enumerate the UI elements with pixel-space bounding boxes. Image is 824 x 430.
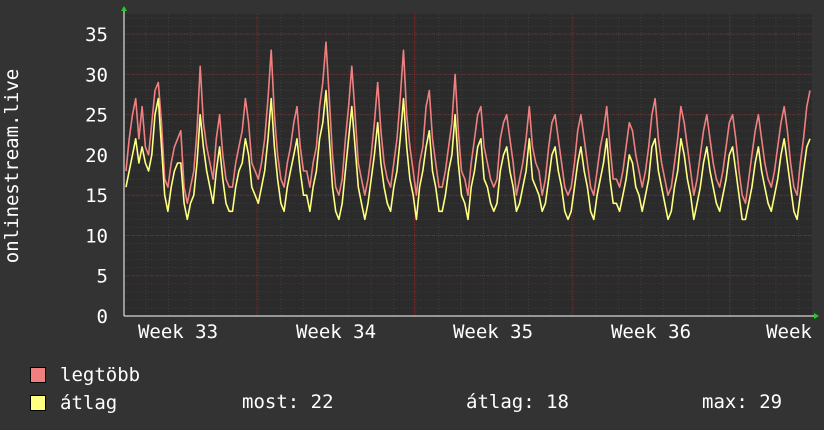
axes: [121, 6, 819, 319]
legend-label-avg: átlag: [60, 392, 118, 414]
y-tick-labels: 0 5 10 15 20 25 30 35: [85, 24, 108, 328]
series-line-avg: [125, 89, 811, 221]
stat-max-label: max:: [702, 391, 748, 413]
series-line-max: [125, 41, 811, 205]
series-lines: [125, 41, 811, 221]
y-tick-label: 25: [85, 105, 108, 127]
legend-swatch-avg: [30, 395, 46, 411]
stat-now: most: 22: [242, 391, 334, 413]
y-axis-label: onlinestream.live: [1, 69, 23, 263]
x-tick-label: Week 33: [138, 321, 218, 343]
x-tick-label: Week 35: [453, 321, 533, 343]
y-tick-label: 30: [85, 64, 108, 86]
stat-max-value: 29: [759, 391, 783, 413]
x-tick-label: Week 36: [611, 321, 691, 343]
stat-now-label: most:: [242, 391, 300, 413]
stat-now-value: 22: [310, 391, 334, 413]
plot-area: [124, 14, 812, 316]
x-tick-label: Week: [766, 321, 812, 343]
stat-avg-value: 18: [546, 391, 569, 413]
y-tick-label: 5: [97, 266, 108, 288]
x-axis-arrow: [814, 313, 819, 319]
legend-item-max: legtöbb: [30, 364, 140, 386]
stat-max: max: 29: [702, 391, 782, 413]
y-tick-label: 20: [85, 145, 108, 167]
y-tick-label: 35: [85, 24, 108, 46]
y-tick-label: 15: [85, 185, 108, 207]
stat-avg: átlag: 18: [466, 391, 569, 413]
y-tick-label: 10: [85, 225, 108, 247]
y-axis-arrow: [121, 6, 127, 11]
stat-avg-label: átlag:: [466, 391, 535, 413]
x-tick-labels: Week 33 Week 34 Week 35 Week 36 Week: [138, 321, 812, 343]
legend-item-avg: átlag: [30, 392, 117, 414]
y-tick-label: 0: [97, 306, 108, 328]
x-tick-label: Week 34: [296, 321, 376, 343]
legend-swatch-max: [30, 367, 46, 383]
legend-label-max: legtöbb: [60, 364, 141, 386]
